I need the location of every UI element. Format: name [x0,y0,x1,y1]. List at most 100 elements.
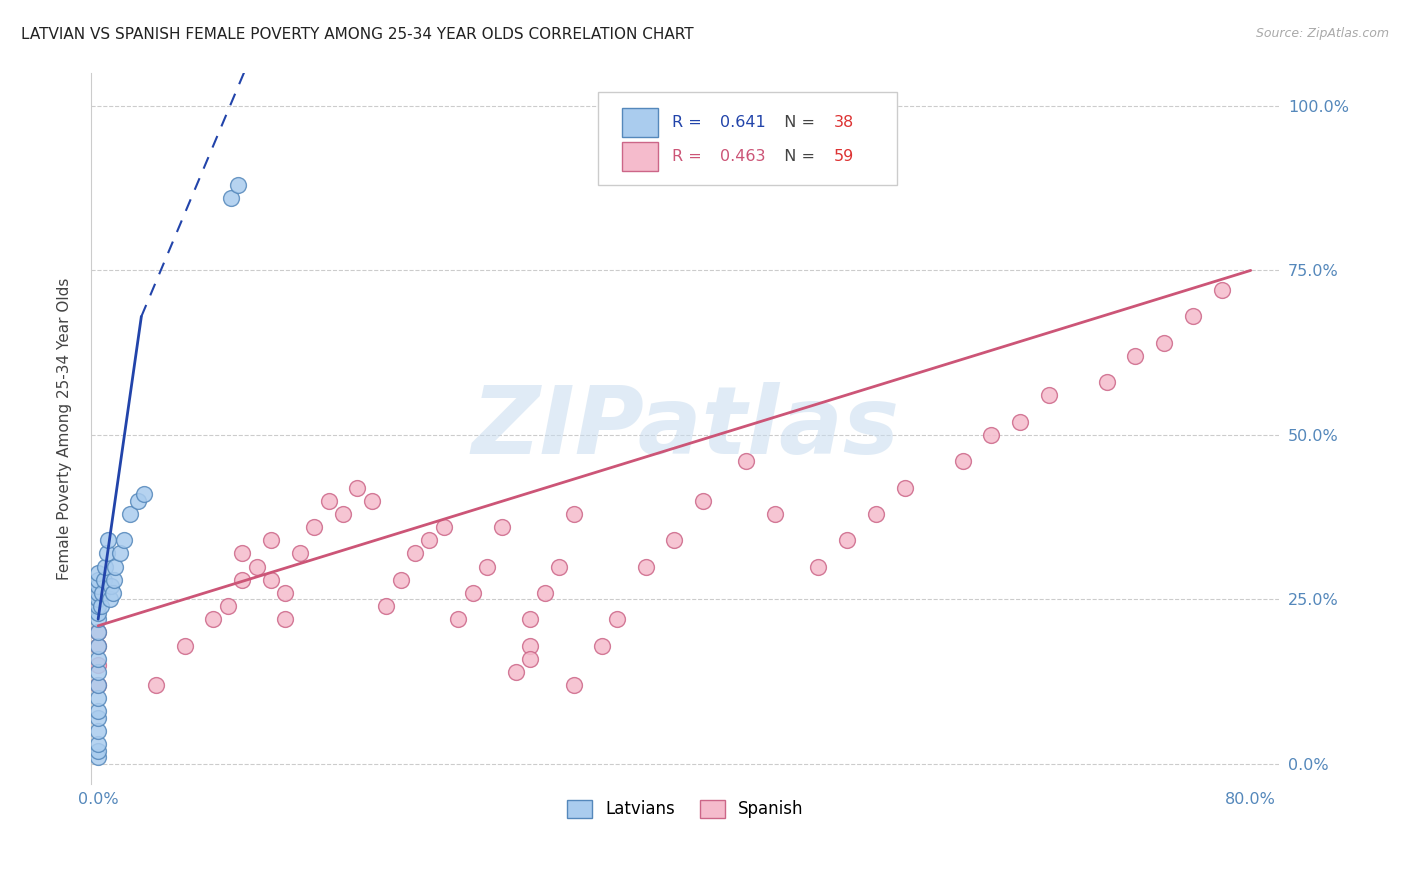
Point [260,533,283,548]
Point [87,625,110,640]
Point [260,573,283,587]
Point [1182,310,1205,324]
Point [87,737,110,751]
Point [447,612,470,626]
FancyBboxPatch shape [599,92,897,186]
Point [96,546,118,560]
Point [127,493,149,508]
Y-axis label: Female Poverty Among 25-34 Year Olds: Female Poverty Among 25-34 Year Olds [58,277,72,580]
Point [763,507,786,521]
Point [101,586,124,600]
Point [87,566,110,581]
Text: 0.641: 0.641 [720,115,765,130]
Point [360,493,382,508]
Point [375,599,398,613]
Text: LATVIAN VS SPANISH FEMALE POVERTY AMONG 25-34 YEAR OLDS CORRELATION CHART: LATVIAN VS SPANISH FEMALE POVERTY AMONG … [21,27,693,42]
Text: ZIPatlas: ZIPatlas [471,383,900,475]
Point [562,678,585,692]
Point [231,546,253,560]
Point [491,520,513,534]
Point [231,573,253,587]
Point [274,586,297,600]
Point [108,546,131,560]
Point [894,481,917,495]
Point [591,639,613,653]
Point [87,579,110,593]
Point [118,507,141,521]
Point [90,599,112,613]
Point [93,573,115,587]
Point [87,724,110,739]
Point [389,573,412,587]
Point [837,533,859,548]
FancyBboxPatch shape [623,108,658,136]
Point [433,520,456,534]
Text: R =: R = [672,149,707,164]
Point [100,579,122,593]
Point [1095,376,1118,390]
Point [519,639,541,653]
Point [87,665,110,679]
Point [217,599,239,613]
Point [87,639,110,653]
Legend: Latvians, Spanish: Latvians, Spanish [560,793,810,825]
Point [87,586,110,600]
Point [288,546,311,560]
Point [145,678,167,692]
Text: 0.463: 0.463 [720,149,765,164]
Point [735,454,758,468]
Point [562,507,585,521]
Point [112,533,135,548]
Point [226,178,249,192]
Point [461,586,484,600]
Point [91,586,114,600]
Point [202,612,225,626]
Point [807,559,830,574]
Point [87,711,110,725]
Text: R =: R = [672,115,707,130]
Point [692,493,714,508]
Point [87,599,110,613]
Point [1125,349,1147,363]
Point [87,573,110,587]
Point [87,658,110,673]
Point [475,559,498,574]
Point [404,546,426,560]
Point [519,651,541,665]
Point [1211,283,1233,297]
Point [318,493,340,508]
Point [103,573,125,587]
Point [87,744,110,758]
Point [246,559,269,574]
Point [87,639,110,653]
Point [606,612,628,626]
Point [346,481,368,495]
Point [87,750,110,764]
Point [548,559,571,574]
Point [1153,335,1175,350]
Text: 59: 59 [834,149,853,164]
Point [519,612,541,626]
Point [87,625,110,640]
Point [97,533,120,548]
Point [87,606,110,620]
Point [173,639,195,653]
Point [98,592,121,607]
Point [87,691,110,706]
FancyBboxPatch shape [623,143,658,171]
Point [1010,415,1032,429]
Point [87,704,110,718]
Point [87,612,110,626]
Text: N =: N = [775,115,821,130]
Point [1038,388,1060,402]
Point [87,592,110,607]
Point [87,678,110,692]
Point [219,191,242,205]
Point [302,520,325,534]
Text: N =: N = [775,149,821,164]
Point [952,454,974,468]
Text: 38: 38 [834,115,853,130]
Point [332,507,354,521]
Point [94,559,117,574]
Point [274,612,297,626]
